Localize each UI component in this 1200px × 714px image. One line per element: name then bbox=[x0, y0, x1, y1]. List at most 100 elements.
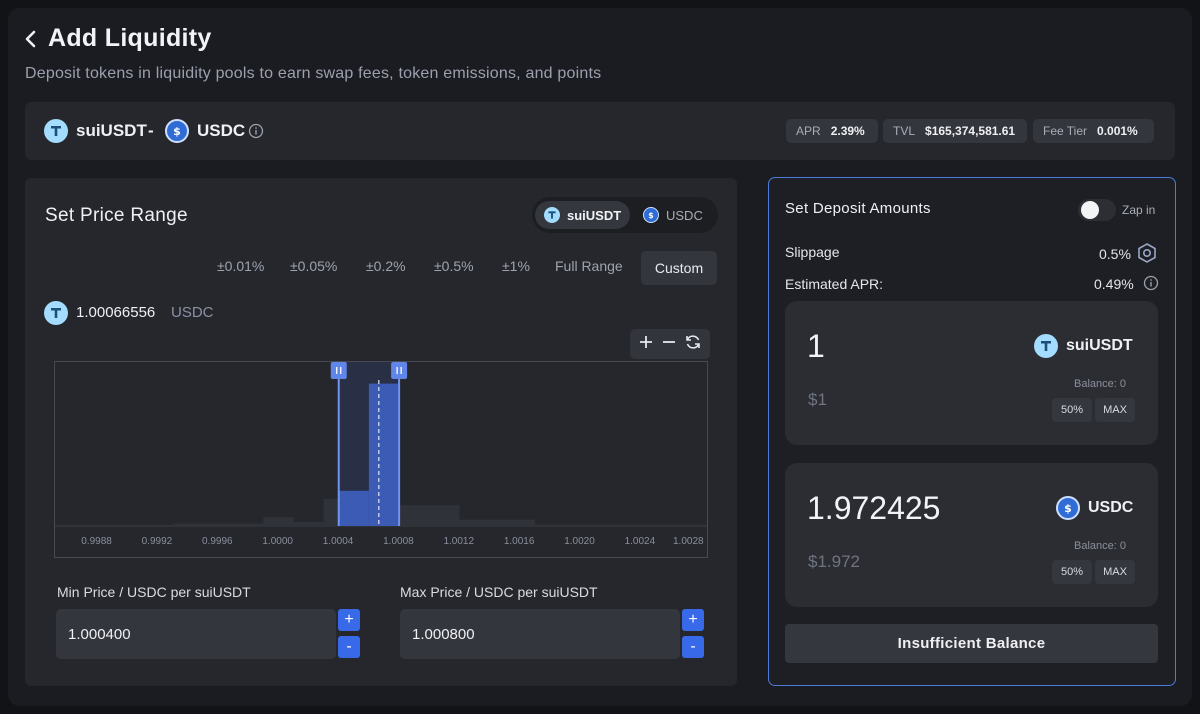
x-tick-label: 1.0000 bbox=[262, 536, 293, 547]
x-tick-label: 0.9992 bbox=[141, 536, 173, 547]
current-price-unit: USDC bbox=[171, 304, 214, 321]
chart-bar bbox=[368, 383, 400, 526]
liquidity-chart bbox=[54, 361, 708, 558]
usdt-token-icon bbox=[44, 301, 68, 325]
slippage-value: 0.5% bbox=[1099, 246, 1131, 262]
x-tick-label: 1.0016 bbox=[503, 536, 535, 547]
stat-value: 2.39% bbox=[830, 124, 865, 138]
deposit-card-suiusdt bbox=[785, 301, 1158, 445]
zap-in-toggle-knob bbox=[1081, 201, 1099, 219]
toggle-label: USDC bbox=[666, 207, 703, 223]
balance-usdc: Balance: 0 bbox=[1074, 540, 1126, 552]
max-price-label: Max Price / USDC per suiUSDT bbox=[400, 584, 598, 600]
chart-bar bbox=[172, 523, 264, 526]
pair-separator: - bbox=[148, 121, 154, 140]
estimated-apr-value: 0.49% bbox=[1094, 276, 1134, 292]
balance-suiusdt: Balance: 0 bbox=[1074, 378, 1126, 390]
min-price-plus-button[interactable]: + bbox=[338, 609, 360, 631]
chart-bar bbox=[55, 525, 173, 526]
usd-value-suiusdt: $1 bbox=[808, 390, 827, 409]
max-price-plus-button[interactable]: + bbox=[682, 609, 704, 631]
toggle-option-suiusdt[interactable]: suiUSDT bbox=[535, 201, 631, 229]
liquidity-chart-svg bbox=[55, 362, 707, 527]
half-button-usdc[interactable]: 50% bbox=[1052, 560, 1092, 584]
pair-token-b: USDC bbox=[197, 121, 246, 140]
stat-key: TVL bbox=[893, 124, 916, 138]
amount-input-usdc[interactable]: 1.972425 bbox=[807, 490, 941, 526]
stat-value: $165,374,581.61 bbox=[925, 124, 1016, 138]
stat-fee-tier: Fee Tier 0.001% bbox=[1033, 119, 1154, 143]
pair-token-a: suiUSDT bbox=[76, 121, 147, 140]
min-price-input[interactable] bbox=[56, 609, 336, 659]
preset-1[interactable]: ±1% bbox=[502, 258, 530, 274]
max-price-minus-button[interactable]: - bbox=[682, 636, 704, 658]
x-tick-label: 1.0020 bbox=[564, 536, 595, 547]
stat-apr: APR 2.39% bbox=[786, 119, 878, 143]
stat-key: APR bbox=[796, 124, 821, 138]
usdt-token-icon bbox=[544, 207, 560, 223]
current-price: 1.00066556 bbox=[76, 304, 156, 321]
max-button-suiusdt[interactable]: MAX bbox=[1095, 398, 1135, 422]
zoom-in-icon[interactable] bbox=[638, 334, 654, 354]
max-price-input[interactable] bbox=[400, 609, 680, 659]
chart-bar bbox=[338, 490, 369, 526]
x-tick-label: 1.0008 bbox=[383, 536, 414, 547]
max-button-usdc[interactable]: MAX bbox=[1095, 560, 1135, 584]
deposit-title: Set Deposit Amounts bbox=[785, 200, 931, 217]
preset-full-range[interactable]: Full Range bbox=[555, 258, 623, 274]
x-tick-label: 0.9996 bbox=[202, 536, 233, 547]
reset-icon[interactable] bbox=[684, 333, 702, 355]
chart-bar bbox=[459, 519, 535, 526]
token-symbol-usdc: USDC bbox=[1088, 499, 1134, 516]
svg-text:$: $ bbox=[648, 211, 653, 220]
stat-key: Fee Tier bbox=[1043, 124, 1088, 138]
back-chevron-icon[interactable] bbox=[22, 28, 40, 50]
min-price-value[interactable]: 1.000400 bbox=[68, 626, 131, 643]
page-subtitle: Deposit tokens in liquidity pools to ear… bbox=[25, 65, 602, 82]
chart-bar bbox=[293, 522, 324, 526]
settings-hex-icon[interactable] bbox=[1136, 242, 1158, 264]
token-symbol-suiusdt: suiUSDT bbox=[1066, 337, 1133, 354]
usdt-token-icon bbox=[44, 119, 68, 143]
x-tick-label: 1.0012 bbox=[443, 536, 475, 547]
slippage-label: Slippage bbox=[785, 244, 840, 260]
zoom-controls bbox=[630, 329, 710, 359]
zap-in-label: Zap in bbox=[1122, 203, 1156, 217]
stat-value: 0.001% bbox=[1097, 124, 1138, 138]
chart-bar bbox=[399, 505, 460, 526]
svg-text:$: $ bbox=[1064, 502, 1072, 515]
insufficient-balance-button[interactable]: Insufficient Balance bbox=[785, 624, 1158, 663]
deposit-card-usdc bbox=[785, 463, 1158, 607]
preset-0-05[interactable]: ±0.05% bbox=[290, 258, 338, 274]
toggle-label: suiUSDT bbox=[567, 207, 622, 223]
usdc-token-icon: $ bbox=[643, 207, 659, 223]
preset-0-2[interactable]: ±0.2% bbox=[366, 258, 406, 274]
amount-input-suiusdt[interactable]: 1 bbox=[807, 328, 825, 364]
price-range-title: Set Price Range bbox=[45, 205, 188, 226]
page-title: Add Liquidity bbox=[48, 24, 212, 52]
estimated-apr-label: Estimated APR: bbox=[785, 276, 884, 292]
min-price-minus-button[interactable]: - bbox=[338, 636, 360, 658]
zoom-out-icon[interactable] bbox=[661, 334, 677, 354]
preset-0-5[interactable]: ±0.5% bbox=[434, 258, 474, 274]
info-icon[interactable] bbox=[1143, 275, 1159, 291]
drag-handle-icon[interactable] bbox=[391, 362, 408, 379]
info-icon[interactable] bbox=[248, 123, 264, 139]
min-price-label: Min Price / USDC per suiUSDT bbox=[57, 584, 251, 600]
half-button-suiusdt[interactable]: 50% bbox=[1052, 398, 1092, 422]
usdc-token-icon: $ bbox=[165, 119, 189, 143]
stat-tvl: TVL $165,374,581.61 bbox=[883, 119, 1027, 143]
usdt-token-icon bbox=[1034, 334, 1058, 358]
toggle-option-usdc[interactable]: $ USDC bbox=[634, 201, 712, 229]
x-tick-label: 1.0024 bbox=[624, 536, 656, 547]
chart-bar bbox=[323, 498, 339, 526]
usd-value-usdc: $1.972 bbox=[808, 552, 860, 571]
preset-0-01[interactable]: ±0.01% bbox=[217, 258, 265, 274]
x-tick-label: 1.0004 bbox=[322, 536, 354, 547]
drag-handle-icon[interactable] bbox=[330, 362, 347, 379]
chart-bar bbox=[534, 524, 707, 526]
usdc-token-icon: $ bbox=[1056, 496, 1080, 520]
preset-custom[interactable]: Custom bbox=[641, 251, 717, 285]
x-tick-label: 1.0028 bbox=[673, 536, 704, 547]
max-price-value[interactable]: 1.000800 bbox=[412, 626, 475, 643]
